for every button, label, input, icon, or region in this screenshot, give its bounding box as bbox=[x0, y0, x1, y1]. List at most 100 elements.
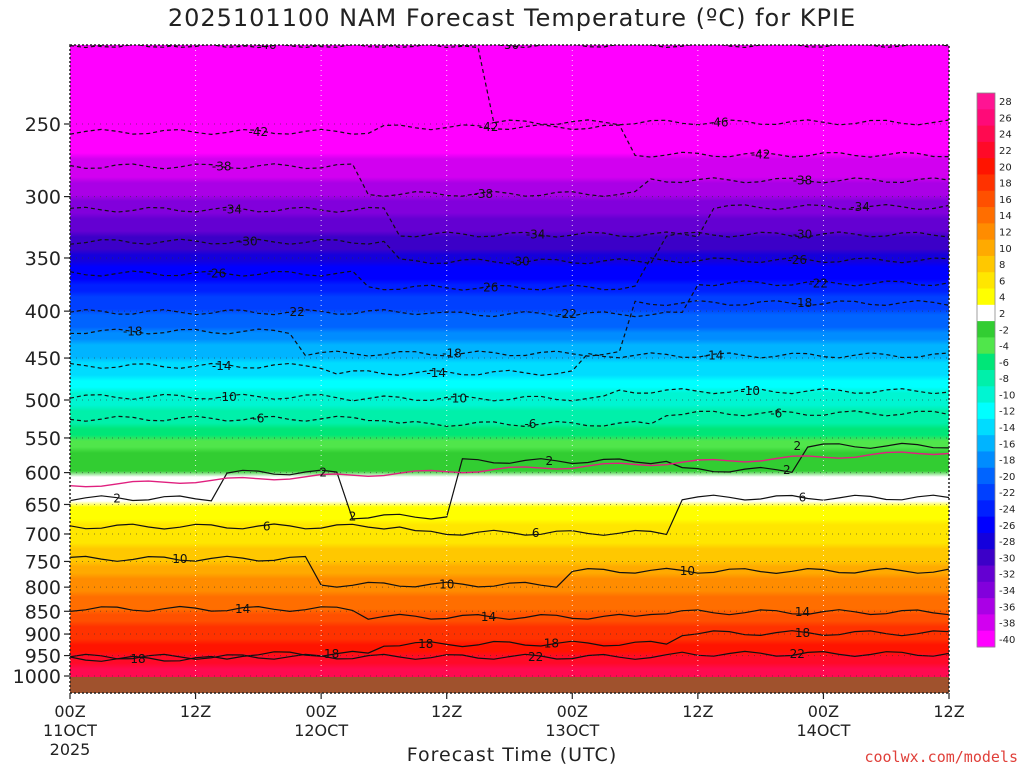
contour-label: 14 bbox=[795, 605, 810, 619]
contour-line bbox=[70, 605, 949, 621]
colorbar-swatch bbox=[977, 93, 995, 110]
contour-line bbox=[70, 280, 949, 318]
colorbar-label: 26 bbox=[999, 113, 1012, 124]
colorbar-swatch bbox=[977, 353, 995, 371]
contour-label: 18 bbox=[130, 652, 145, 666]
colorbar-swatch bbox=[977, 565, 995, 583]
colorbar-swatch bbox=[977, 109, 995, 127]
contour-label: -10 bbox=[217, 390, 237, 404]
colorbar-label: -32 bbox=[999, 570, 1015, 581]
contour-label: -18 bbox=[793, 296, 813, 310]
colorbar-swatch bbox=[977, 321, 995, 338]
colorbar-label: -22 bbox=[999, 488, 1015, 499]
colorbar-swatch bbox=[977, 272, 995, 290]
colorbar-swatch bbox=[977, 435, 995, 452]
colorbar-label: 8 bbox=[999, 260, 1005, 271]
contour-label: 2 bbox=[349, 510, 357, 524]
colorbar-label: -40 bbox=[999, 635, 1015, 646]
contour-label: 2 bbox=[793, 439, 801, 453]
colorbar-label: -38 bbox=[999, 619, 1015, 630]
y-axis: 2503003504004505005506006507007508008509… bbox=[13, 114, 70, 688]
colorbar-label: 28 bbox=[999, 97, 1012, 108]
colorbar-label: 24 bbox=[999, 130, 1012, 141]
contour-line bbox=[70, 555, 949, 588]
colorbar: 28 26 24 22 20 18 16 14 12 10 8 6 4 2 -2 -4 -6 -8 -10 -12 -1… bbox=[976, 92, 1015, 648]
contour-line bbox=[70, 163, 949, 198]
colorbar-label: 2 bbox=[999, 309, 1005, 320]
colorbar-swatch bbox=[977, 598, 995, 615]
colorbar-swatch bbox=[977, 581, 995, 599]
x-tick-label: 14OCT bbox=[796, 721, 850, 740]
contour-line bbox=[70, 352, 949, 376]
contour-label: 22 bbox=[790, 647, 805, 661]
colorbar-swatch bbox=[977, 125, 995, 143]
contour-label: -18 bbox=[442, 347, 462, 361]
contour-label: -30 bbox=[793, 228, 813, 242]
x-tick-label: 00Z bbox=[808, 702, 839, 721]
colorbar-swatch bbox=[977, 467, 995, 485]
colorbar-swatch bbox=[977, 614, 995, 632]
y-tick-label: 900 bbox=[25, 624, 61, 646]
contour-line bbox=[90, 45, 949, 126]
contour-label: -6 bbox=[252, 412, 264, 426]
colorbar-swatch bbox=[977, 402, 995, 420]
colorbar-label: -34 bbox=[999, 586, 1015, 597]
ground-surface bbox=[70, 677, 949, 693]
colorbar-swatch bbox=[977, 174, 995, 192]
colorbar-swatch bbox=[977, 207, 995, 224]
contour-label: 18 bbox=[544, 637, 559, 651]
y-tick-label: 600 bbox=[25, 463, 61, 485]
contour-label: -22 bbox=[557, 307, 577, 321]
contour-line bbox=[70, 231, 949, 265]
contour-label: 10 bbox=[439, 578, 454, 592]
colorbar-label: -20 bbox=[999, 472, 1015, 483]
contour-label: -38 bbox=[474, 187, 494, 201]
contour-label: -26 bbox=[207, 267, 227, 281]
colorbar-swatch bbox=[977, 418, 995, 436]
contour-label: -38 bbox=[212, 159, 232, 173]
contour-line bbox=[70, 410, 949, 428]
contour-label: 6 bbox=[263, 520, 271, 534]
colorbar-swatch bbox=[977, 158, 995, 175]
colorbar-swatch bbox=[977, 500, 995, 518]
colorbar-label: -14 bbox=[999, 423, 1015, 434]
contour-line bbox=[70, 124, 949, 158]
colorbar-label: -18 bbox=[999, 456, 1015, 467]
contour-label: -26 bbox=[787, 253, 807, 267]
contour-label: -10 bbox=[740, 384, 760, 398]
contour-label: 2 bbox=[783, 463, 791, 477]
grid-lines bbox=[70, 45, 949, 693]
colorbar-swatch bbox=[977, 370, 995, 387]
contour-line bbox=[70, 650, 949, 660]
y-tick-label: 350 bbox=[25, 248, 61, 270]
colorbar-label: -30 bbox=[999, 553, 1015, 564]
contour-label: -34 bbox=[222, 203, 242, 217]
temperature-field bbox=[70, 45, 949, 693]
y-tick-label: 400 bbox=[25, 301, 61, 323]
contour-label: 18 bbox=[418, 637, 433, 651]
contour-label: -34 bbox=[850, 200, 870, 214]
x-tick-label: 00Z bbox=[305, 702, 336, 721]
y-tick-label: 550 bbox=[25, 428, 61, 450]
contour-label: -14 bbox=[212, 359, 232, 373]
colorbar-label: -10 bbox=[999, 390, 1015, 401]
contour-label: -38 bbox=[793, 173, 813, 187]
plot-frame bbox=[69, 44, 950, 694]
contour-label: -46 bbox=[709, 115, 729, 129]
colorbar-swatch bbox=[977, 304, 995, 322]
colorbar-swatch bbox=[977, 484, 995, 501]
y-tick-label: 450 bbox=[25, 348, 61, 370]
contour-lines bbox=[70, 45, 949, 662]
contour-label: 6 bbox=[799, 491, 807, 505]
colorbar-label: -36 bbox=[999, 602, 1015, 613]
contour-label: 2 bbox=[545, 454, 553, 468]
contour-line bbox=[70, 299, 949, 357]
contour-label: -46 bbox=[257, 38, 277, 52]
colorbar-swatch bbox=[977, 239, 995, 257]
colorbar-label: -12 bbox=[999, 407, 1015, 418]
y-tick-label: 950 bbox=[25, 646, 61, 668]
contour-line bbox=[70, 494, 949, 536]
colorbar-swatch bbox=[977, 386, 995, 404]
